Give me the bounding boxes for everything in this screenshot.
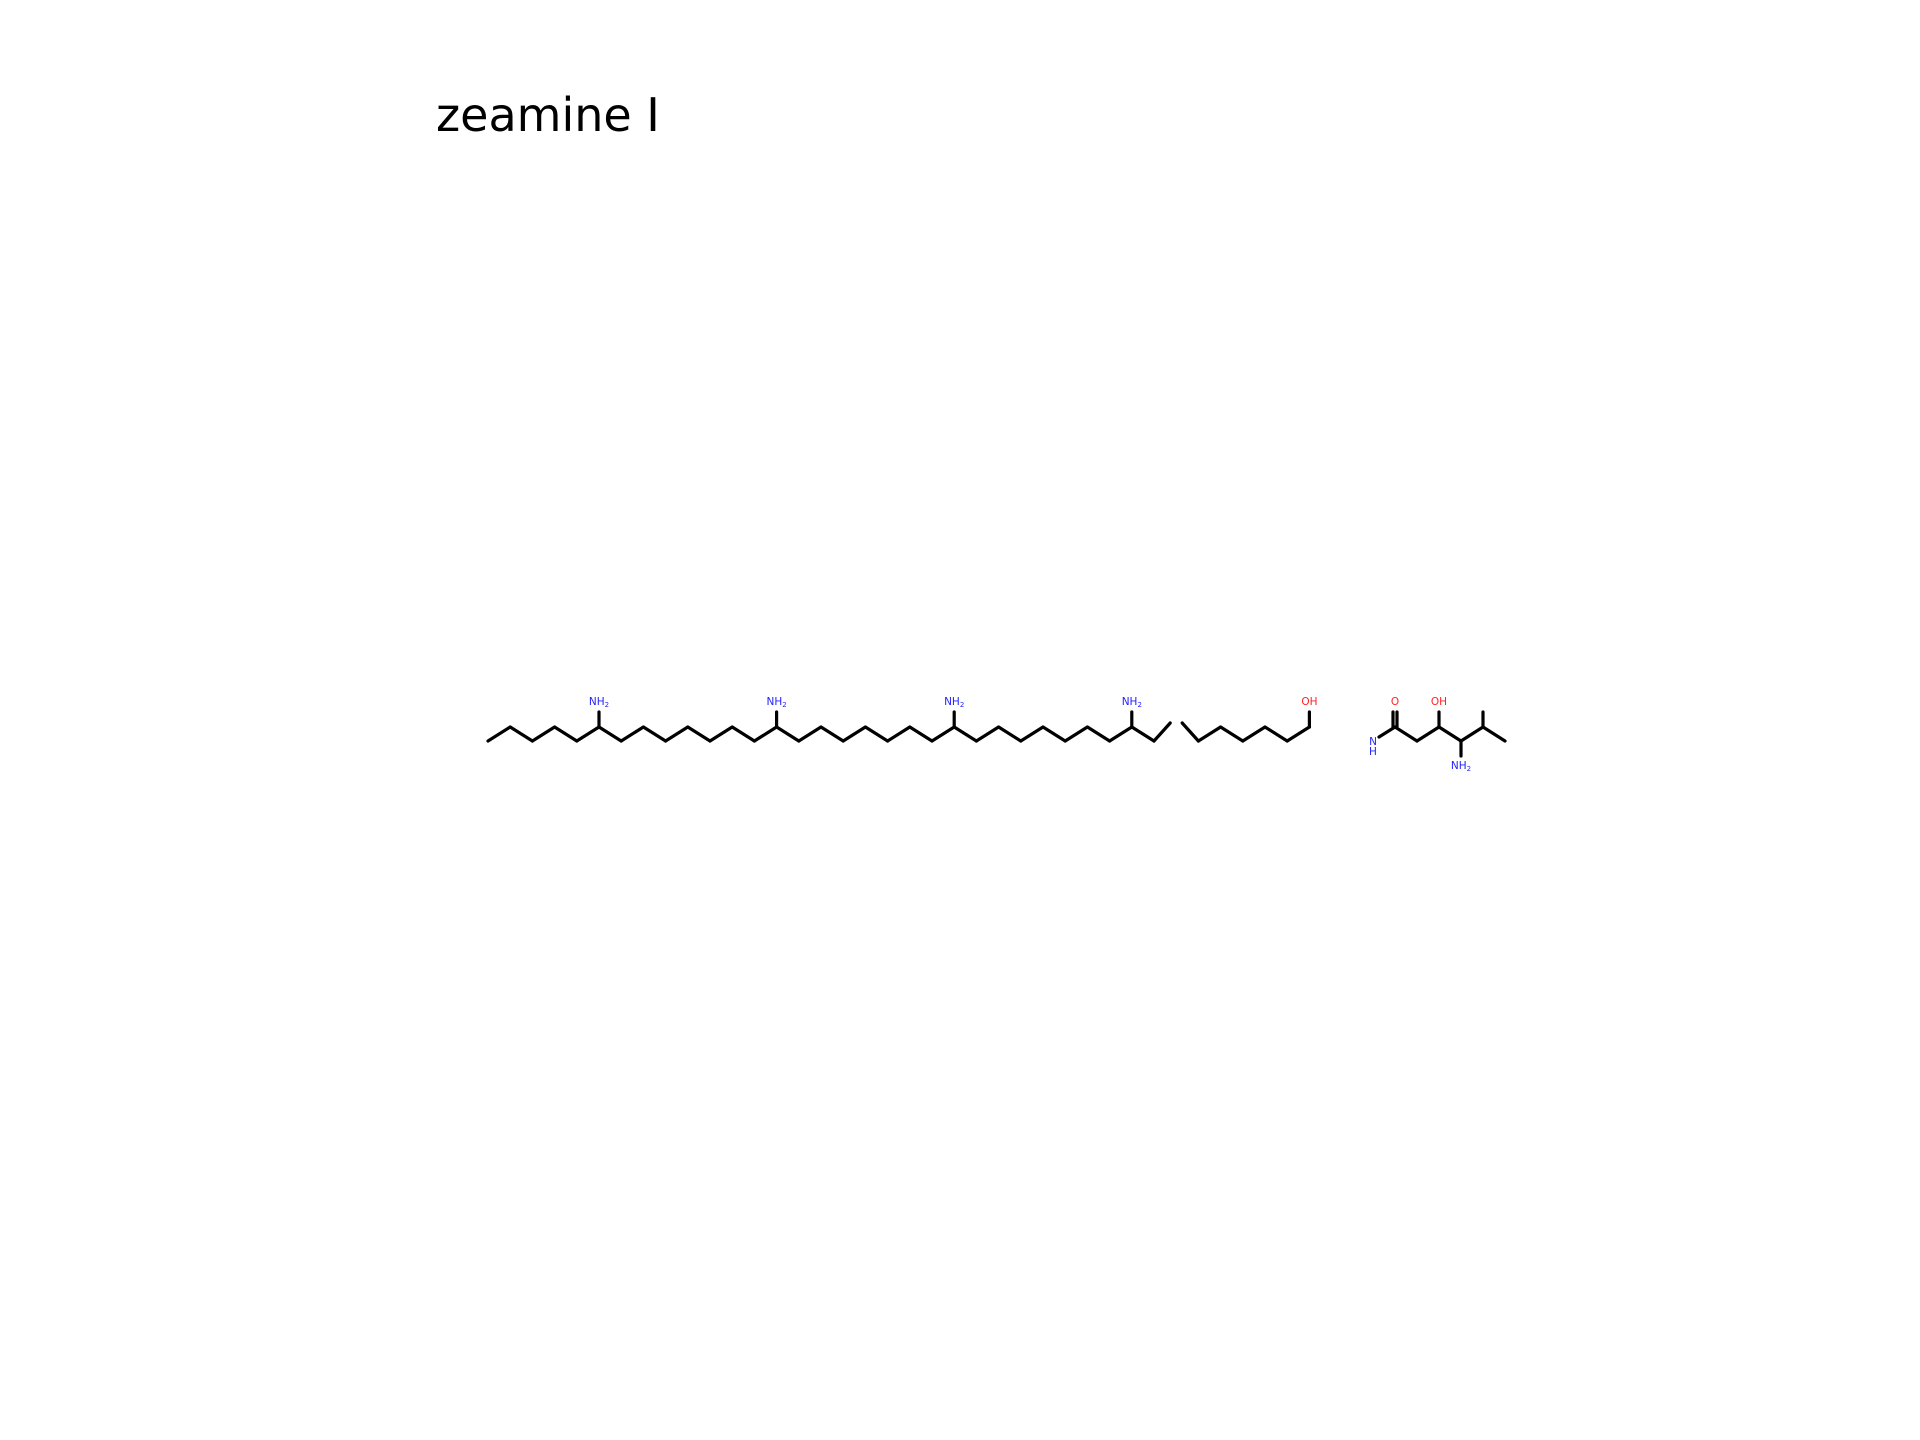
chain-bond — [1481, 725, 1507, 743]
chain-bond — [730, 725, 757, 743]
chain-bond — [1180, 721, 1201, 743]
chain-bond — [597, 725, 623, 743]
chain-bond — [1107, 725, 1134, 743]
chain-bond — [641, 725, 668, 743]
chain-bond — [1019, 725, 1045, 743]
hydroxyl-label: OH — [1301, 696, 1317, 708]
chain-bond — [841, 725, 868, 743]
chain-bond — [663, 725, 690, 743]
atom-labels: NH2 NH2 NH2 NH2 OH NH O OH NH2 — [589, 696, 1471, 773]
amine-label: NH2 — [766, 696, 786, 709]
amine-label: NH2 — [944, 696, 964, 709]
carbonyl-label: O — [1391, 696, 1399, 708]
amide-bond — [1377, 725, 1397, 739]
chain-bond — [708, 725, 734, 743]
chain-bond — [952, 725, 979, 743]
chain-bond — [1459, 725, 1485, 743]
chain-bond — [1041, 725, 1067, 743]
amine-label: NH2 — [1122, 696, 1142, 709]
chain-bond — [619, 725, 646, 743]
molecule-bonds — [486, 710, 1507, 758]
chain-bond — [930, 725, 956, 743]
chain-bond — [1241, 725, 1267, 743]
chain-bond — [1063, 725, 1090, 743]
chain-bond — [575, 725, 601, 743]
chain-bond — [1130, 725, 1156, 743]
chain-bond — [996, 725, 1023, 743]
chain-bond — [774, 725, 801, 743]
chain-bond — [819, 725, 845, 743]
chain-bond — [1437, 725, 1463, 743]
chain-bond — [752, 725, 779, 743]
chain-bond — [1285, 725, 1312, 743]
amide-nitrogen-label: N — [1369, 736, 1377, 748]
chain-bond — [1196, 725, 1223, 743]
chain-bond — [974, 725, 1001, 743]
chain-bond — [1415, 725, 1441, 743]
amine-label: NH2 — [1451, 760, 1471, 773]
chain-bond — [686, 725, 712, 743]
chain-bond — [552, 725, 579, 743]
amine-label: NH2 — [589, 696, 609, 709]
chain-bond — [1263, 725, 1289, 743]
chain-bond — [1085, 725, 1112, 743]
chain-bond — [1152, 721, 1172, 743]
chain-bond — [797, 725, 823, 743]
chain-bond — [486, 725, 512, 743]
hydroxyl-label: OH — [1431, 696, 1447, 708]
chain-bond — [1218, 725, 1245, 743]
chain-bond — [508, 725, 535, 743]
chain-bond — [1393, 725, 1419, 743]
chain-bond — [885, 725, 912, 743]
compound-name: zeamine I — [436, 88, 660, 142]
chain-bond — [908, 725, 934, 743]
chain-bond — [530, 725, 557, 743]
chain-bond — [863, 725, 890, 743]
amide-hydrogen-label: H — [1369, 746, 1377, 758]
